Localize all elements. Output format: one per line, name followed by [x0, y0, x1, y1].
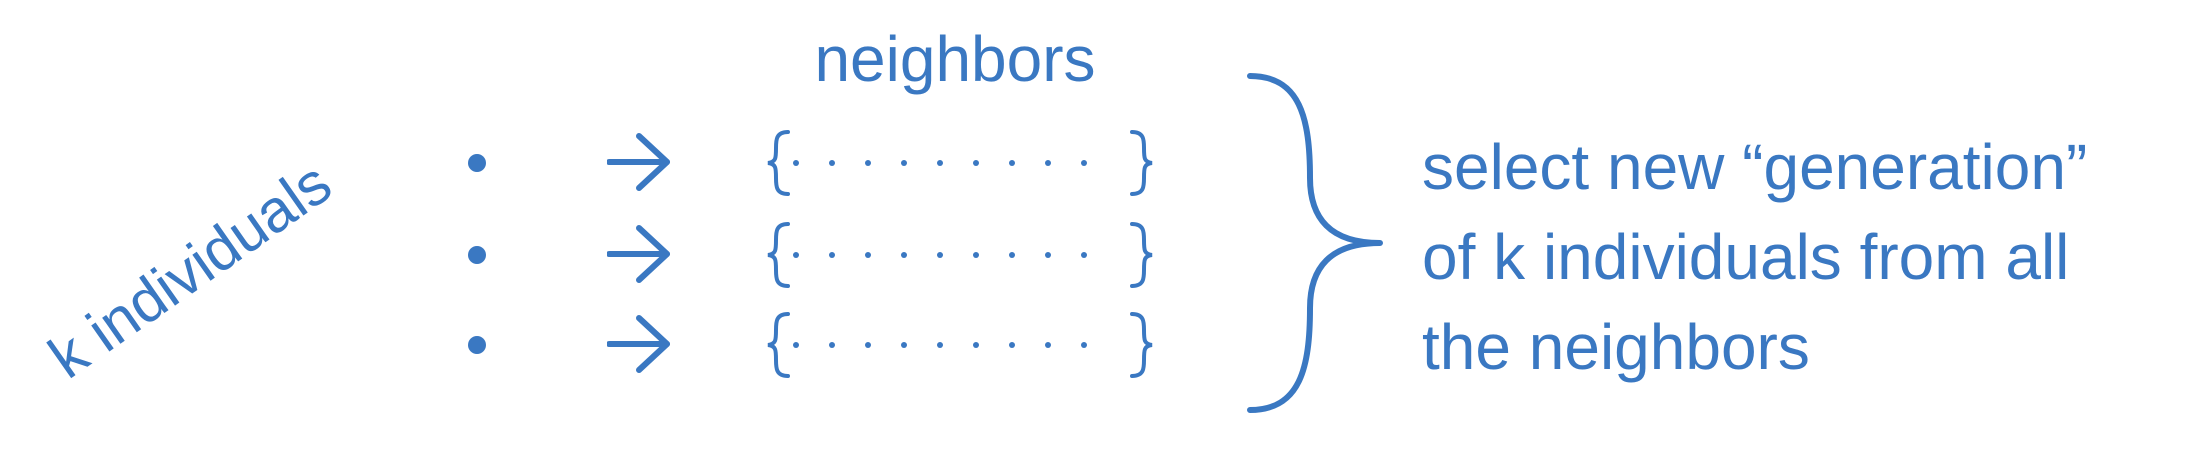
description-line-3: the neighbors	[1422, 311, 1810, 383]
neighbor-set	[767, 312, 1153, 378]
selection-description: select new “generation” of k individuals…	[1422, 122, 2087, 392]
right-curly-brace	[1247, 73, 1383, 413]
row-3	[0, 300, 1200, 390]
row-2	[0, 210, 1200, 300]
neighbors-title: neighbors	[814, 23, 1096, 95]
arrow-right-icon	[607, 315, 670, 373]
arrow-right-icon	[607, 133, 670, 191]
description-line-2: of k individuals from all	[1422, 221, 2070, 293]
row-1	[0, 118, 1200, 208]
individual-bullet	[468, 154, 486, 172]
individual-bullet	[468, 336, 486, 354]
arrow-right-icon	[607, 225, 670, 283]
description-line-1: select new “generation”	[1422, 131, 2088, 203]
individual-bullet	[468, 246, 486, 264]
neighbor-set	[767, 130, 1153, 196]
neighbor-set	[767, 222, 1153, 288]
